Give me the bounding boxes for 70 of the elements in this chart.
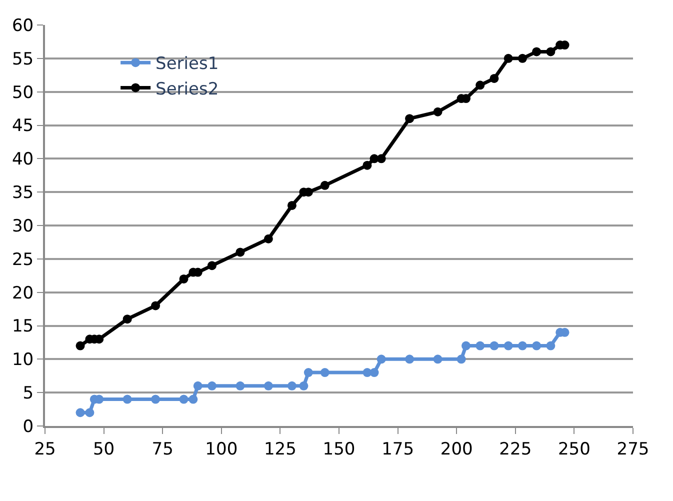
point xyxy=(193,381,202,390)
x-tick-label: 275 xyxy=(616,439,650,460)
point xyxy=(122,314,132,324)
x-tick-label: 50 xyxy=(92,439,115,460)
point xyxy=(236,248,245,257)
point xyxy=(546,341,556,350)
point xyxy=(504,341,513,350)
x-tick-label: 125 xyxy=(264,439,296,460)
legend-label: Series1 xyxy=(156,54,219,74)
y-tick-label: 45 xyxy=(12,116,34,136)
point xyxy=(476,341,485,350)
point xyxy=(122,394,132,404)
point xyxy=(405,114,414,124)
point xyxy=(518,54,527,63)
point xyxy=(236,381,245,390)
point xyxy=(433,107,442,116)
point xyxy=(370,368,379,378)
point xyxy=(188,394,198,404)
point xyxy=(462,341,471,350)
y-tick-label: 25 xyxy=(12,250,34,270)
point xyxy=(264,234,273,244)
point xyxy=(299,381,308,390)
point xyxy=(376,154,386,164)
point xyxy=(151,301,160,310)
point xyxy=(504,54,513,63)
y-tick-label: 50 xyxy=(12,82,34,103)
x-tick-label: 175 xyxy=(382,439,414,460)
x-tick-label: 150 xyxy=(322,439,356,460)
point xyxy=(85,408,94,418)
y-tick-label: 20 xyxy=(12,283,34,304)
point xyxy=(179,274,188,284)
point xyxy=(546,47,556,56)
x-tick-label: 75 xyxy=(152,439,174,460)
point xyxy=(264,381,273,390)
y-tick-label: 10 xyxy=(12,350,34,370)
point xyxy=(320,180,330,190)
point xyxy=(76,341,85,350)
y-tick-label: 30 xyxy=(12,216,34,236)
point xyxy=(179,394,188,404)
x-tick-label: 200 xyxy=(440,439,473,460)
point xyxy=(476,80,485,90)
point xyxy=(532,47,542,56)
x-tick-label: 100 xyxy=(205,439,238,460)
y-tick-label: 55 xyxy=(12,49,34,70)
point xyxy=(532,341,542,350)
x-tick-label: 250 xyxy=(558,439,590,460)
point xyxy=(456,354,466,364)
point xyxy=(207,261,216,270)
point xyxy=(320,368,330,378)
point xyxy=(518,341,527,350)
point xyxy=(287,200,296,210)
y-tick-label: 60 xyxy=(12,16,34,36)
legend-label: Series2 xyxy=(156,79,219,100)
x-tick-label: 225 xyxy=(499,439,532,460)
y-tick-label: 40 xyxy=(12,150,34,170)
point xyxy=(376,354,386,364)
y-tick-label: 35 xyxy=(12,183,34,204)
y-tick-label: 0 xyxy=(22,416,34,437)
point xyxy=(151,394,160,404)
point xyxy=(304,368,313,378)
point xyxy=(433,354,442,364)
point xyxy=(76,408,85,418)
point xyxy=(207,381,216,390)
point xyxy=(490,341,499,350)
point xyxy=(405,354,414,364)
point xyxy=(490,74,499,83)
point xyxy=(287,381,296,390)
y-tick-label: 5 xyxy=(22,384,34,404)
point xyxy=(362,160,372,170)
y-tick-label: 15 xyxy=(12,316,34,337)
